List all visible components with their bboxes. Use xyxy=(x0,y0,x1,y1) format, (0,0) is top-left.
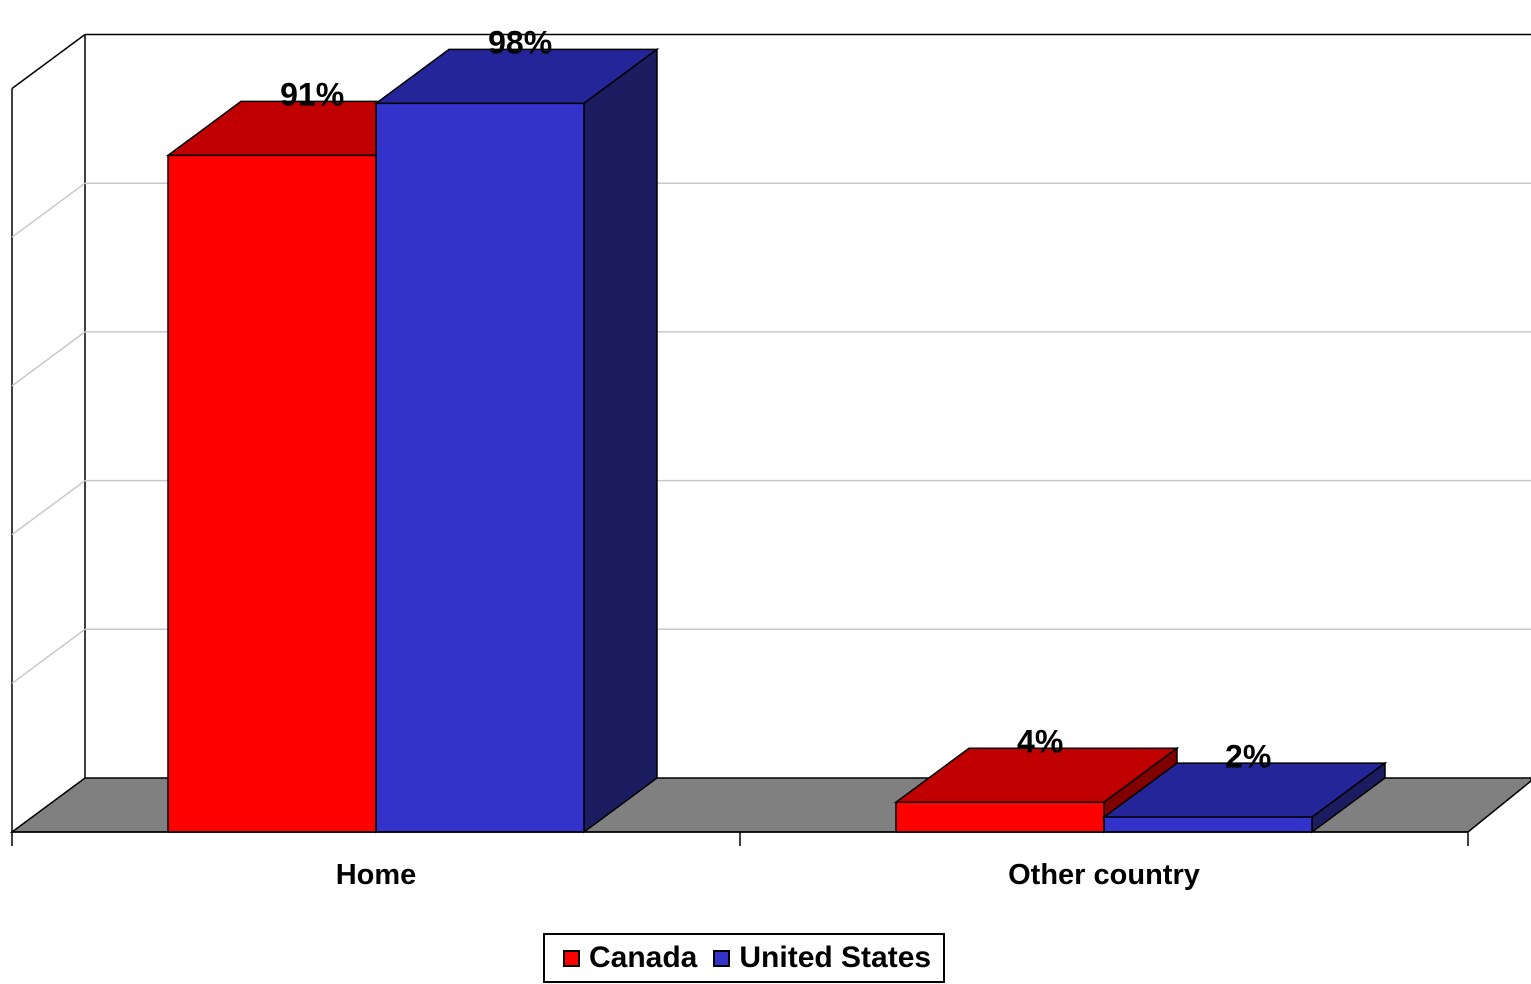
legend-label-united-states: United States xyxy=(739,941,932,974)
legend-swatch-united-states xyxy=(713,949,731,967)
x-tick-label-other-country: Other country xyxy=(1008,859,1200,891)
data-label-united-states-home: 98% xyxy=(488,25,552,61)
data-label-canada-other-country: 4% xyxy=(1017,724,1063,760)
legend-swatch-canada xyxy=(563,949,580,967)
x-tick-labels: Home Other country xyxy=(336,859,1200,891)
legend: Canada United States xyxy=(543,933,946,983)
bar-front-canada-other-country xyxy=(895,801,1105,833)
bars xyxy=(165,47,1388,834)
gridline-side xyxy=(11,182,86,238)
bar-front-united-states-home xyxy=(375,102,585,833)
data-labels: 91% 98% 4% 2% xyxy=(280,25,1271,775)
x-tick-label-home: Home xyxy=(336,859,417,891)
bar-side-united-states-home xyxy=(583,47,658,834)
legend-label-canada: Canada xyxy=(589,941,698,974)
bar-front-canada-home xyxy=(167,154,377,833)
chart-walls xyxy=(11,33,1531,832)
bar-united-states-other-country xyxy=(1101,761,1388,834)
bar-front-united-states-other-country xyxy=(1103,816,1313,833)
legend-item-canada: Canada xyxy=(563,941,697,975)
data-label-canada-home: 91% xyxy=(280,77,344,113)
gridline-side xyxy=(11,331,86,387)
data-label-united-states-other-country: 2% xyxy=(1225,738,1271,774)
legend-item-united-states: United States xyxy=(713,941,931,975)
x-axis xyxy=(11,831,1469,846)
gridline-side xyxy=(11,479,86,536)
side-wall-top-edge xyxy=(11,33,86,90)
gridline-side xyxy=(11,628,86,684)
bar-united-states-home xyxy=(373,47,660,834)
